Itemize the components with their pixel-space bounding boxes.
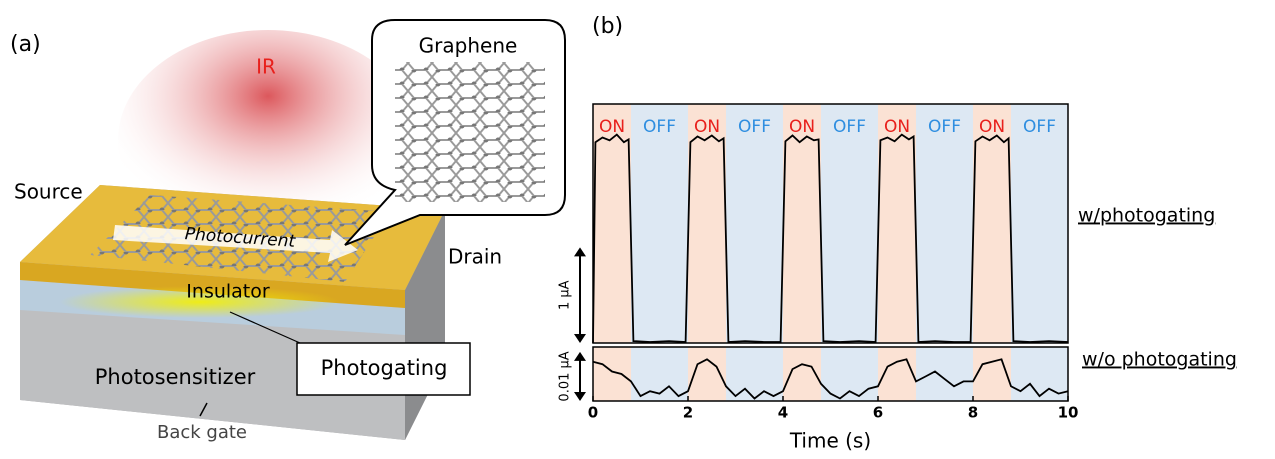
period-label: ON	[694, 117, 720, 137]
x-tick-label: 10	[1058, 404, 1079, 422]
period-label: OFF	[928, 117, 961, 137]
graphene-label: Graphene	[419, 34, 518, 58]
panel-label: (b)	[592, 14, 623, 39]
period-label: OFF	[1023, 117, 1056, 137]
period-band	[916, 347, 973, 401]
period-band	[726, 104, 783, 343]
period-band	[1011, 104, 1068, 343]
figure: (a) IR Graphene Source Photocurrent Drai…	[0, 0, 1275, 459]
scale-bar-label: 1 μA	[558, 280, 573, 310]
period-label: OFF	[833, 117, 866, 137]
period-label: ON	[599, 117, 625, 137]
x-tick-label: 2	[683, 404, 693, 422]
period-label: OFF	[643, 117, 676, 137]
photosensitizer-label: Photosensitizer	[95, 365, 256, 389]
x-tick-label: 6	[873, 404, 883, 422]
x-tick-label: 0	[588, 404, 598, 422]
series-label: w/o photogating	[1082, 349, 1237, 371]
chart: (b) 1 μA w/photogating 0.01 μA w/o photogati…	[558, 14, 1237, 453]
period-band	[821, 104, 878, 343]
period-band	[973, 347, 1011, 401]
period-band	[916, 104, 973, 343]
source-label: Source	[14, 180, 83, 204]
insulator-label: Insulator	[186, 281, 270, 303]
back-gate-label: Back gate	[157, 422, 247, 443]
period-label: OFF	[738, 117, 771, 137]
x-tick-label: 8	[968, 404, 978, 422]
period-band	[593, 347, 631, 401]
x-axis-label: Time (s)	[789, 429, 871, 453]
period-band	[726, 347, 783, 401]
period-label: ON	[884, 117, 910, 137]
graphene-lattice	[395, 62, 545, 202]
photogating-label: Photogating	[321, 356, 448, 380]
ir-label: IR	[256, 55, 276, 79]
period-label: ON	[979, 117, 1005, 137]
drain-label: Drain	[448, 245, 502, 269]
period-label: ON	[789, 117, 815, 137]
series-label: w/photogating	[1078, 205, 1215, 227]
period-band	[631, 104, 688, 343]
panel-label: (a)	[10, 32, 41, 57]
scale-bar-label: 0.01 μA	[558, 351, 573, 401]
x-tick-label: 4	[778, 404, 788, 422]
